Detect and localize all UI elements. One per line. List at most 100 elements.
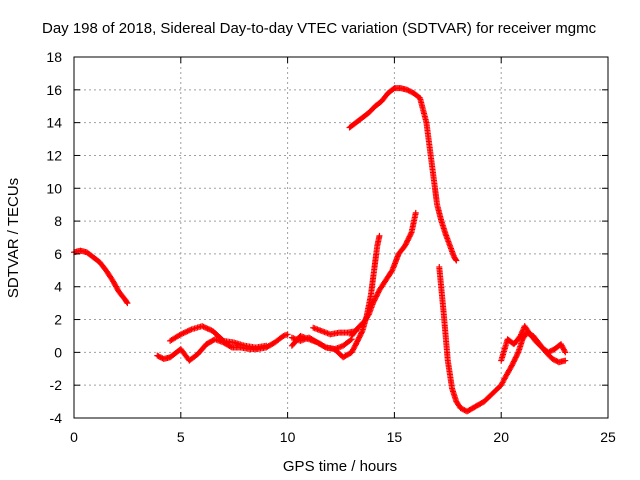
data-point [405, 234, 412, 241]
data-point [356, 334, 363, 341]
y-tick-label: 16 [46, 82, 62, 98]
y-tick-label: 4 [54, 279, 62, 295]
data-point [357, 331, 364, 338]
data-point [514, 351, 521, 358]
chart-title: Day 198 of 2018, Sidereal Day-to-day VTE… [42, 20, 597, 37]
data-point [263, 342, 270, 349]
data-point [371, 296, 378, 303]
data-point [353, 339, 360, 346]
x-tick-label: 5 [177, 429, 185, 445]
series-mid-b [167, 323, 270, 351]
data-point [124, 300, 131, 307]
x-axis-title: GPS time / hours [283, 458, 397, 475]
data-point [370, 300, 377, 307]
data-point [204, 325, 211, 332]
data-point [284, 331, 291, 338]
data-point [180, 330, 187, 337]
data-point [356, 333, 363, 340]
data-point [452, 256, 459, 263]
data-point [185, 327, 192, 334]
data-point [407, 230, 414, 237]
data-point [373, 293, 380, 300]
data-point [509, 361, 516, 368]
data-point [199, 323, 206, 330]
data-point [407, 232, 414, 239]
data-point [181, 329, 188, 336]
data-point [512, 354, 519, 361]
y-tick-label: 2 [54, 312, 62, 328]
data-point [561, 347, 568, 354]
data-point [364, 312, 371, 319]
data-point [562, 349, 569, 356]
data-point [404, 238, 411, 245]
y-tick-label: -2 [50, 377, 63, 393]
data-point [201, 324, 208, 331]
data-point [321, 343, 328, 350]
data-point [513, 353, 520, 360]
y-tick-label: 0 [54, 344, 62, 360]
data-point [187, 327, 194, 334]
data-point [207, 326, 214, 333]
data-point [184, 328, 191, 335]
data-point [371, 297, 378, 304]
data-point [123, 299, 130, 306]
y-tick-label: 12 [46, 147, 62, 163]
data-point [354, 338, 361, 345]
data-point [373, 292, 380, 299]
data-point [404, 237, 411, 244]
data-point [406, 233, 413, 240]
data-point [205, 326, 212, 333]
data-point [352, 341, 359, 348]
data-point [374, 290, 381, 297]
series-layer [71, 85, 569, 415]
data-point [512, 355, 519, 362]
data-point [179, 330, 186, 337]
data-point [354, 337, 361, 344]
x-tick-label: 25 [600, 429, 616, 445]
y-tick-label: 10 [46, 180, 62, 196]
data-point [511, 357, 518, 364]
plot-frame [73, 56, 609, 419]
x-tick-label: 0 [70, 429, 78, 445]
series-mid-d [288, 334, 359, 361]
series-late [498, 323, 569, 364]
data-point [405, 236, 412, 243]
data-point [562, 357, 569, 364]
data-point [402, 241, 409, 248]
x-tick-label: 20 [493, 429, 509, 445]
data-point [200, 323, 207, 330]
tick-layer: 0 5 10 15 20 25 -4 -2 0 2 4 6 8 10 12 14 16 18 [46, 49, 616, 445]
series-peak [346, 85, 460, 264]
data-point [412, 209, 419, 216]
data-point [453, 257, 460, 264]
series-rise-b [348, 209, 419, 339]
data-point [403, 240, 410, 247]
y-tick-label: 14 [46, 115, 62, 131]
data-point [376, 232, 383, 239]
y-axis-title: SDTVAR / TECUs [5, 178, 22, 298]
data-point [375, 289, 382, 296]
data-point [347, 337, 354, 344]
y-tick-label: -4 [50, 410, 63, 426]
data-point [358, 330, 365, 337]
x-tick-label: 10 [280, 429, 296, 445]
data-point [203, 324, 210, 331]
data-point [372, 294, 379, 301]
y-tick-label: 8 [54, 213, 62, 229]
y-tick-label: 18 [46, 49, 62, 65]
data-point [370, 298, 377, 305]
data-point [177, 331, 184, 338]
y-tick-label: 6 [54, 246, 62, 262]
data-point [355, 335, 362, 342]
data-point [352, 342, 359, 349]
data-point [358, 329, 365, 336]
data-point [514, 350, 521, 357]
data-point [510, 359, 517, 366]
data-point [510, 358, 517, 365]
data-point [508, 362, 515, 369]
data-point [402, 242, 409, 249]
data-point [183, 328, 190, 335]
x-tick-label: 15 [387, 429, 403, 445]
